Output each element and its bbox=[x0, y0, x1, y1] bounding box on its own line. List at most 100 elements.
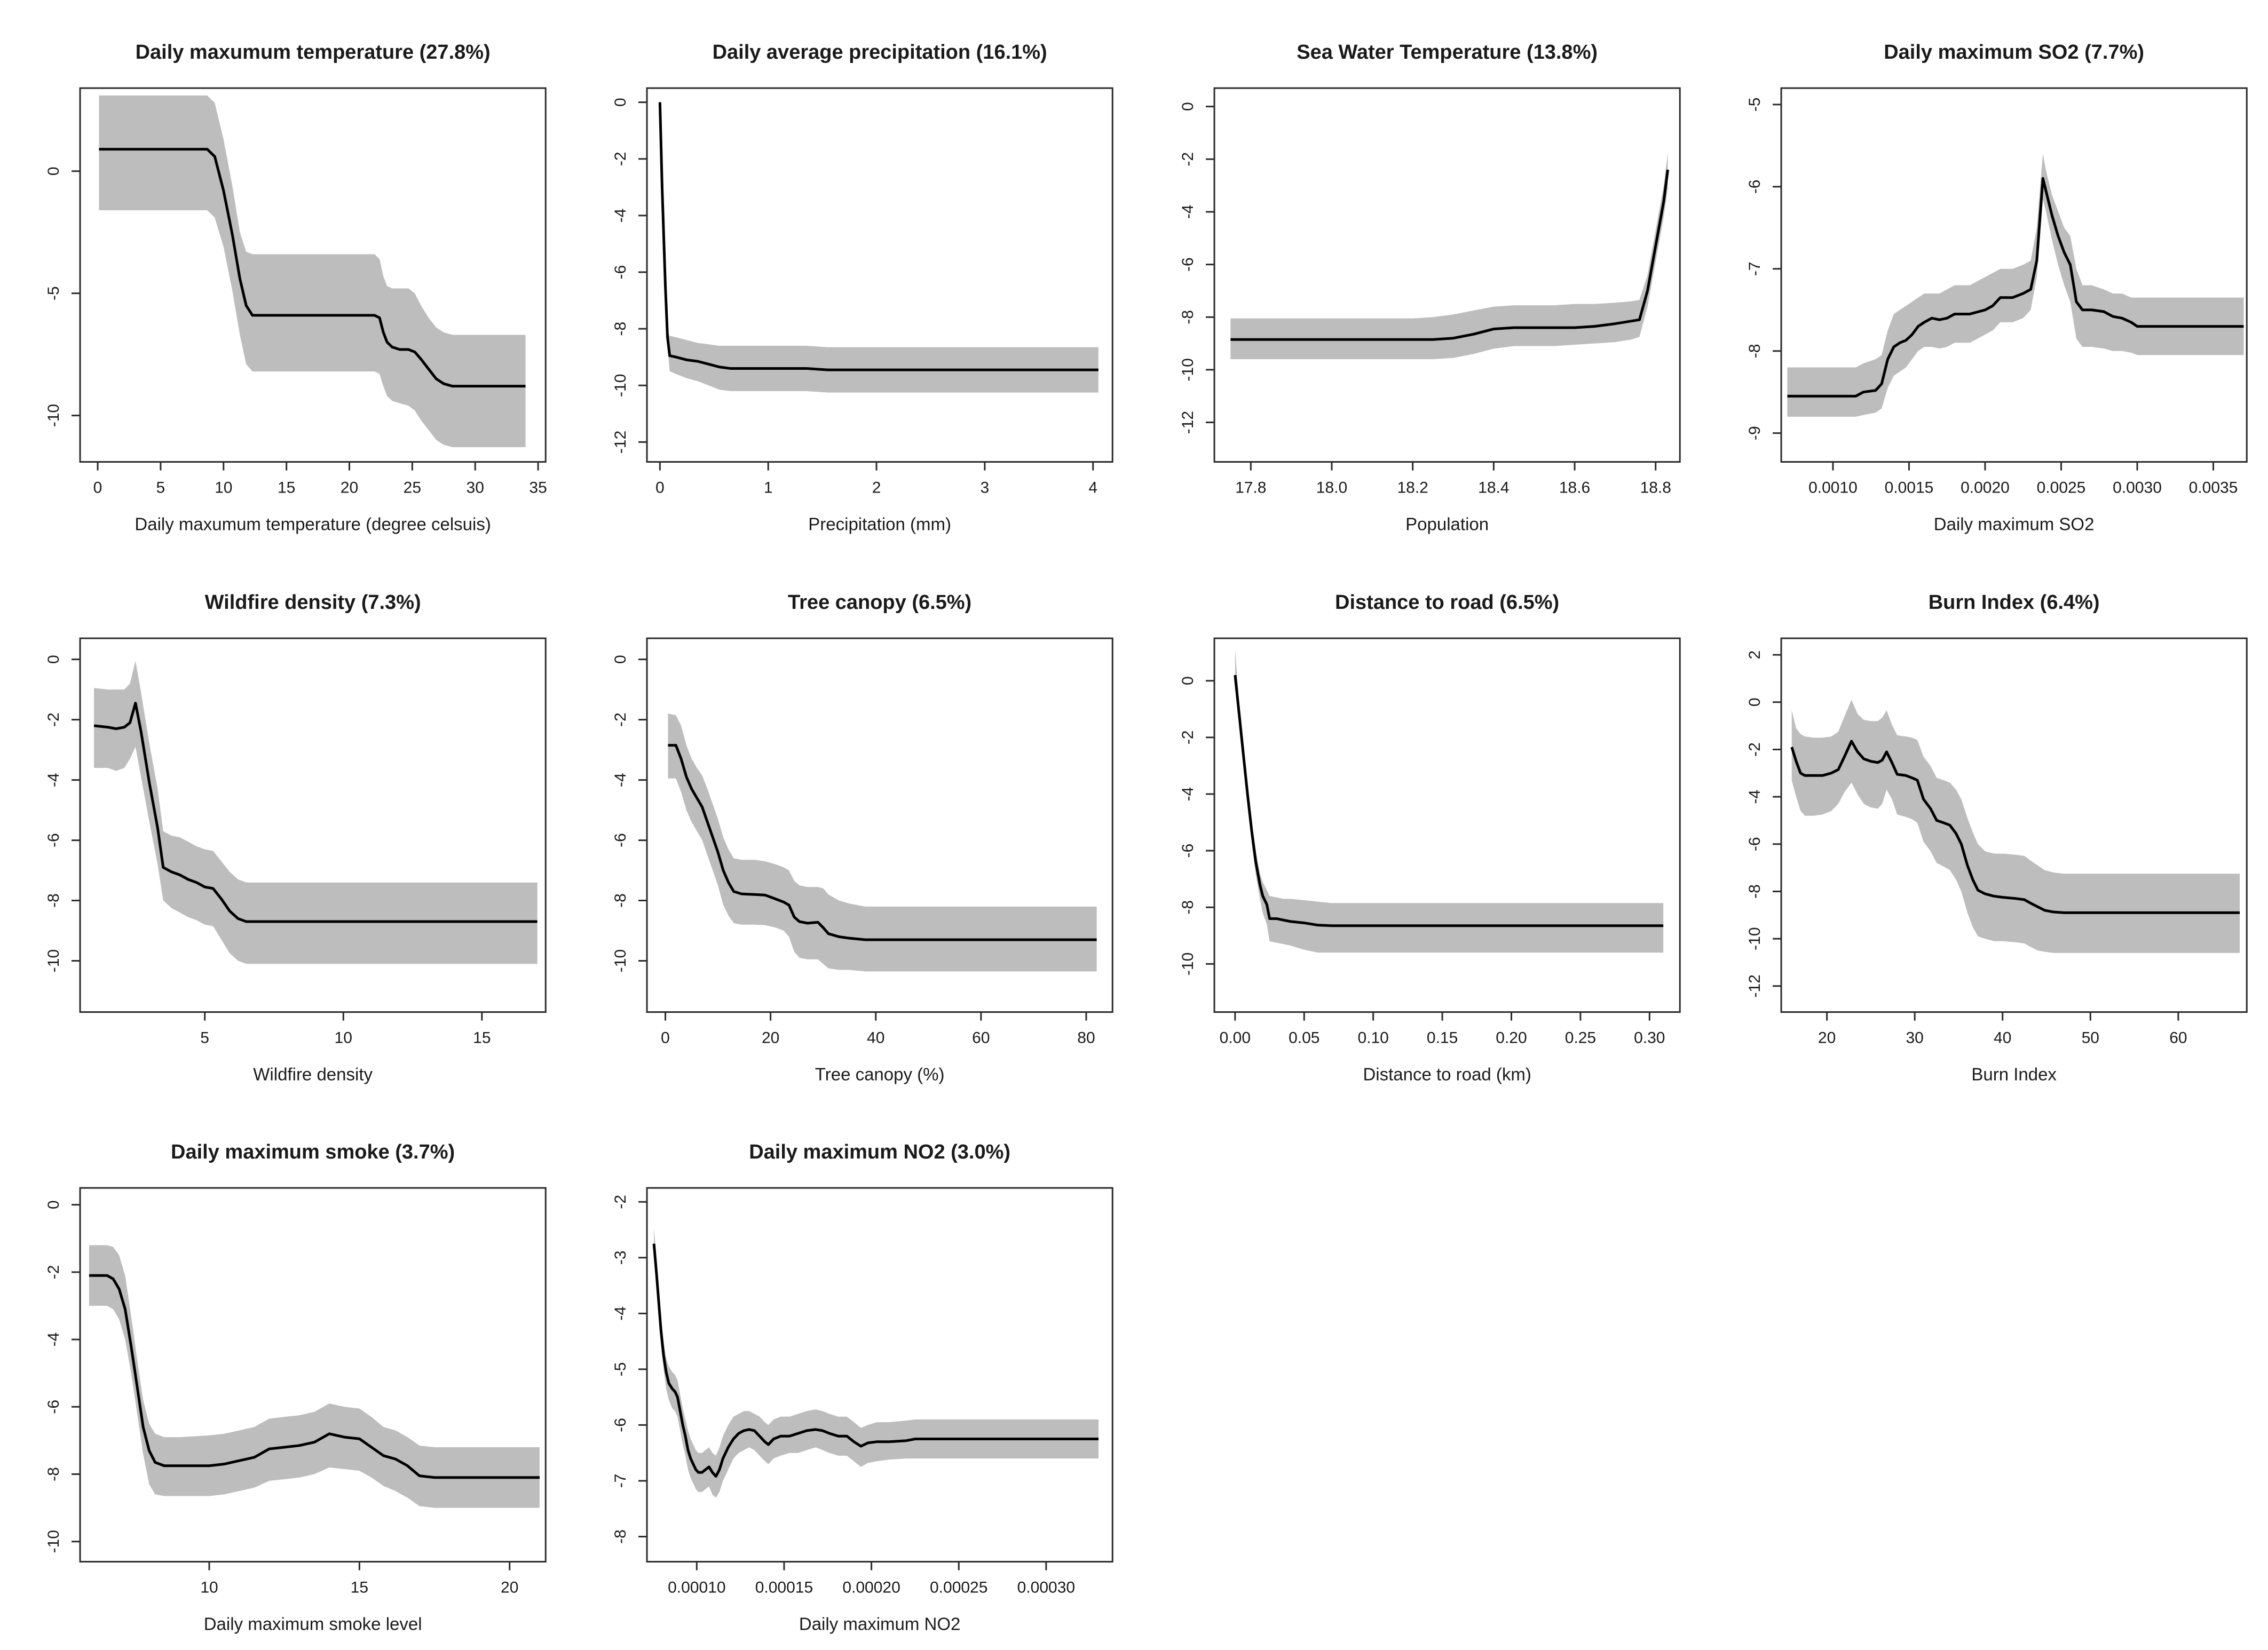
x-axis: 20 30 40 50 60 bbox=[1818, 1012, 2187, 1046]
chart-title: Burn Index (6.4%) bbox=[1928, 591, 2099, 614]
chart: 0 1 2 3 4 0 -2 -4 -6 -8 -10 -12 Daily average precip… bbox=[612, 41, 1113, 534]
x-tick-label: 0.0020 bbox=[1961, 479, 2010, 497]
chart: 0 20 40 60 80 0 -2 -4 -6 -8 -10 Tree canopy (6.5%) T… bbox=[612, 591, 1113, 1084]
x-axis: 0.00 0.05 0.10 0.15 0.20 0.25 0.30 bbox=[1219, 1012, 1665, 1046]
y-tick-label: -6 bbox=[45, 1400, 62, 1414]
x-tick-label: 0.00025 bbox=[930, 1579, 987, 1597]
y-tick-label: -4 bbox=[612, 773, 629, 787]
y-tick-label: -2 bbox=[45, 712, 62, 727]
y-tick-label: -8 bbox=[1179, 900, 1197, 915]
y-tick-label: -6 bbox=[1746, 837, 1764, 851]
confidence-band bbox=[94, 661, 538, 964]
chart-title: Sea Water Temperature (13.8%) bbox=[1297, 41, 1598, 64]
x-axis: 0.0010 0.0015 0.0020 0.0025 0.0030 0.0035 bbox=[1808, 462, 2238, 497]
x-tick-label: 20 bbox=[1818, 1029, 1836, 1046]
x-tick-label: 0.00 bbox=[1219, 1029, 1250, 1046]
chart-panel: 5 10 15 0 -2 -4 -6 -8 -10 Wildfire density (7.3%)… bbox=[0, 550, 567, 1100]
y-tick-label: -8 bbox=[45, 1467, 62, 1481]
y-tick-label: -12 bbox=[1179, 411, 1197, 434]
y-tick-label: -3 bbox=[612, 1251, 629, 1265]
x-tick-label: 3 bbox=[981, 479, 990, 497]
x-tick-label: 0.0010 bbox=[1808, 479, 1858, 497]
partial-dependence-line bbox=[1790, 740, 2240, 914]
x-tick-label: 18.8 bbox=[1640, 479, 1671, 497]
chart: 0.00 0.05 0.10 0.15 0.20 0.25 0.30 0 -2 -4 -6 -8 -10… bbox=[1179, 591, 1681, 1084]
x-tick-label: 0.0030 bbox=[2113, 479, 2162, 497]
y-tick-label: -10 bbox=[45, 404, 62, 427]
x-tick-label: 0.05 bbox=[1289, 1029, 1319, 1046]
y-tick-label: -6 bbox=[612, 1418, 629, 1432]
x-tick-label: 0.30 bbox=[1634, 1029, 1665, 1046]
x-tick-label: 20 bbox=[501, 1579, 518, 1597]
y-tick-label: 0 bbox=[1179, 676, 1197, 685]
x-tick-label: 0 bbox=[655, 479, 665, 497]
y-tick-label: -8 bbox=[45, 893, 62, 908]
x-axis: 0 1 2 3 4 bbox=[655, 462, 1097, 497]
y-tick-label: -6 bbox=[612, 833, 629, 847]
chart-title: Daily maximum smoke (3.7%) bbox=[171, 1141, 455, 1163]
x-axis: 0.00010 0.00015 0.00020 0.00025 0.00030 bbox=[668, 1561, 1075, 1597]
x-tick-label: 20 bbox=[762, 1029, 779, 1046]
x-tick-label: 15 bbox=[278, 479, 295, 497]
confidence-band bbox=[1230, 152, 1668, 360]
y-tick-label: -4 bbox=[1179, 205, 1197, 219]
x-tick-label: 25 bbox=[404, 479, 421, 497]
x-tick-label: 17.8 bbox=[1235, 479, 1266, 497]
y-tick-label: 0 bbox=[45, 655, 62, 664]
plot-box bbox=[1213, 637, 1681, 1013]
x-tick-label: 0.0035 bbox=[2188, 479, 2238, 497]
x-axis-label: Daily maxumum temperature (degree celsui… bbox=[135, 514, 491, 534]
x-tick-label: 60 bbox=[972, 1029, 990, 1046]
plot-box bbox=[1213, 87, 1681, 463]
x-tick-label: 0.10 bbox=[1357, 1029, 1388, 1046]
y-axis: -2 -3 -4 -5 -6 -7 -8 bbox=[612, 1195, 647, 1544]
partial-dependence-line bbox=[89, 1274, 540, 1479]
y-tick-label: -8 bbox=[612, 1529, 629, 1544]
partial-dependence-line bbox=[668, 743, 1097, 941]
x-tick-label: 18.0 bbox=[1316, 479, 1347, 497]
y-tick-label: -2 bbox=[1179, 152, 1197, 166]
y-tick-label: 0 bbox=[1746, 697, 1764, 707]
x-tick-label: 0.20 bbox=[1496, 1029, 1527, 1046]
chart-panel: 17.8 18.0 18.2 18.4 18.6 18.8 0 -2 -4 -6 -8 -10 -12 S… bbox=[1134, 0, 1701, 550]
y-tick-label: -4 bbox=[612, 209, 629, 223]
y-tick-label: -2 bbox=[612, 712, 629, 727]
chart-title: Wildfire density (7.3%) bbox=[205, 591, 421, 614]
y-axis: 0 -2 -4 -6 -8 -10 bbox=[1179, 676, 1214, 975]
y-axis: 0 -2 -4 -6 -8 -10 bbox=[612, 655, 647, 972]
x-tick-label: 18.6 bbox=[1559, 479, 1590, 497]
x-tick-label: 0.00015 bbox=[755, 1579, 813, 1597]
partial-dependence-line bbox=[1233, 675, 1663, 927]
x-tick-label: 18.2 bbox=[1397, 479, 1428, 497]
y-tick-label: -4 bbox=[45, 773, 62, 787]
x-tick-label: 10 bbox=[200, 1579, 218, 1597]
chart-title: Tree canopy (6.5%) bbox=[788, 591, 971, 614]
x-tick-label: 40 bbox=[867, 1029, 884, 1046]
y-tick-label: -2 bbox=[612, 1195, 629, 1209]
chart: 5 10 15 0 -2 -4 -6 -8 -10 Wildfire density (7.3%)… bbox=[45, 591, 547, 1084]
y-tick-label: -10 bbox=[45, 1530, 62, 1553]
y-axis: 2 0 -2 -4 -6 -8 -10 -12 bbox=[1746, 650, 1781, 997]
y-tick-label: -6 bbox=[1179, 257, 1197, 272]
x-tick-label: 1 bbox=[764, 479, 773, 497]
x-tick-label: 0 bbox=[93, 479, 102, 497]
chart: 0.00010 0.00015 0.00020 0.00025 0.00030-2-3-… bbox=[612, 1141, 1113, 1634]
y-tick-label: -12 bbox=[1746, 974, 1764, 997]
x-tick-label: 10 bbox=[215, 479, 232, 497]
partial-dependence-line bbox=[1230, 169, 1669, 341]
x-tick-label: 5 bbox=[200, 1029, 209, 1046]
y-tick-label: -10 bbox=[1179, 952, 1197, 975]
y-tick-label: -5 bbox=[1746, 98, 1764, 112]
x-tick-label: 0.00010 bbox=[668, 1579, 725, 1597]
x-axis-label: Wildfire density bbox=[253, 1064, 373, 1084]
y-tick-label: -5 bbox=[45, 286, 62, 300]
y-tick-label: 0 bbox=[45, 1201, 62, 1210]
y-axis: 0 -2 -4 -6 -8 -10 -12 bbox=[1179, 102, 1214, 434]
chart-panel: 0.0010 0.0015 0.0020 0.0025 0.0030 0.0035 -5 -6… bbox=[1701, 0, 2268, 550]
chart-title: Daily maximum NO2 (3.0%) bbox=[749, 1141, 1010, 1163]
x-tick-label: 0.0025 bbox=[2036, 479, 2085, 497]
x-axis-label: Burn Index bbox=[1971, 1064, 2057, 1084]
